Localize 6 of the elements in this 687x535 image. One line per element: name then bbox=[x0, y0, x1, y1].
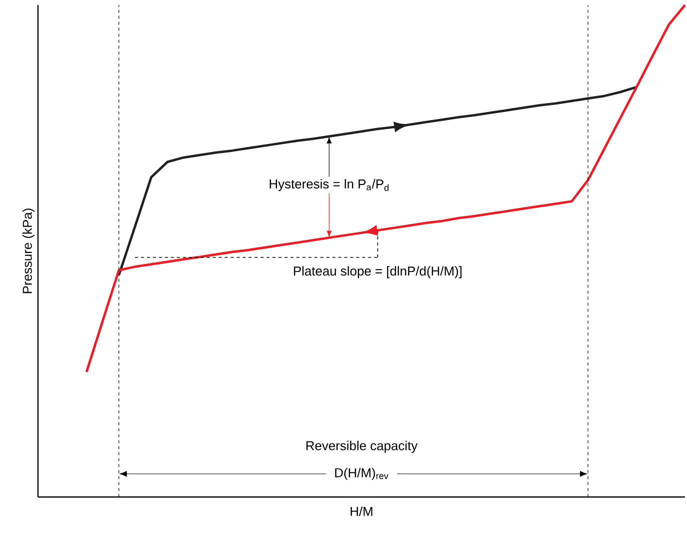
x-axis-title: H/M bbox=[350, 506, 372, 516]
annotation: Hysteresis = ln P$_{a}$/P$_{d}$ bbox=[270, 179, 388, 192]
annotation: Reversible capacity bbox=[306, 440, 418, 453]
annotation: Plateau slope = [dlnP/d(H/M)] bbox=[294, 266, 462, 278]
y-axis-title: Pressure (kPa) bbox=[22, 208, 34, 294]
annotation: D(H/M)$_{rev}$ bbox=[335, 468, 388, 480]
